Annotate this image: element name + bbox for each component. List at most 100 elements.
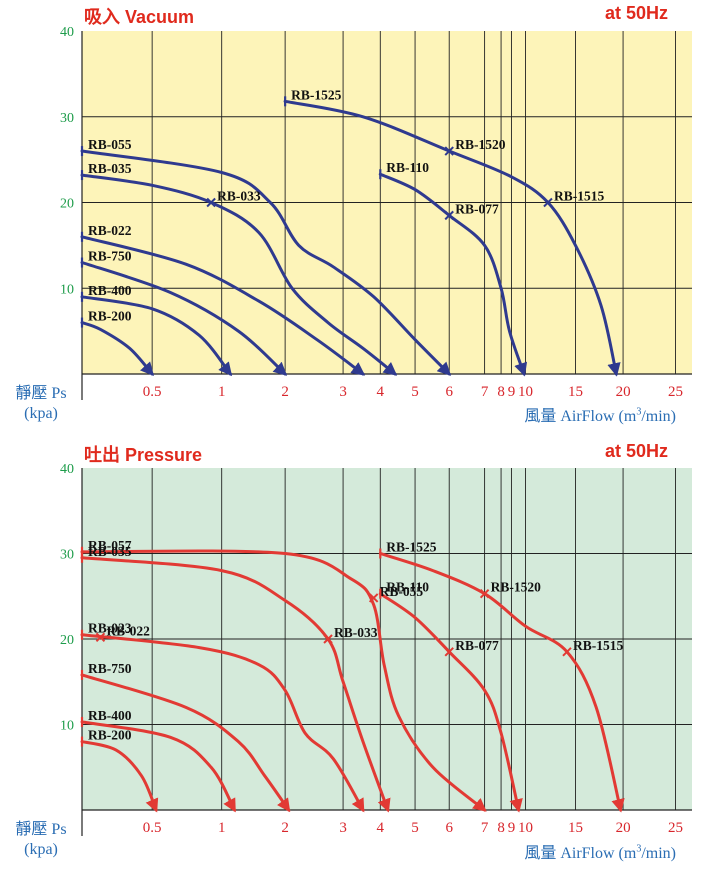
vacuum-y-tick-label: 20: [60, 197, 74, 212]
vacuum-model-label-rb-022: RB-022: [88, 223, 132, 238]
vacuum-x-tick-label: 15: [568, 384, 583, 400]
pressure-model-label-rb-077: RB-077: [455, 638, 499, 653]
pressure-y-axis-label-line2: (kpa): [24, 841, 58, 858]
pressure-curve-rb-400: [80, 720, 236, 813]
pressure-x-tick-label: 8: [497, 820, 505, 836]
pressure-x-tick-label: 15: [568, 820, 583, 836]
pressure-model-label-rb-035: RB-035: [88, 544, 132, 559]
pressure-model-label-rb-200: RB-200: [88, 728, 132, 743]
vacuum-x-axis-label-main: 風量 AirFlow (m: [524, 408, 637, 425]
pressure-curve-rb-110: [378, 592, 523, 813]
pressure-x-tick-label: 5: [411, 820, 419, 836]
vacuum-marker-rb-077: [444, 210, 454, 221]
vacuum-x-tick-label: 8: [497, 384, 505, 400]
vacuum-curve-rb-1525: [283, 99, 621, 377]
pressure-chart-frequency: at 50Hz: [604, 441, 668, 461]
vacuum-chart-panel: 吸入 Vacuum at 50Hz 40 30 20 10 0.5 1 2 3 4 5 6 7 8 9 10…: [4, 3, 692, 426]
vacuum-marker-rb-1520: [444, 146, 454, 156]
pressure-model-label-rb-750: RB-750: [88, 661, 132, 676]
vacuum-curve-rb-110: [378, 172, 528, 377]
pressure-y-axis-label-line1: 靜壓 Ps: [15, 821, 67, 838]
pressure-model-label-rb-023: RB-023: [88, 621, 132, 636]
vacuum-x-tick-label: 5: [411, 384, 419, 400]
vacuum-y-tick-label: 40: [60, 25, 74, 40]
vacuum-x-tick-label: 4: [377, 384, 385, 400]
pressure-y-axis-label: 靜壓 Ps (kpa): [4, 820, 78, 860]
vacuum-curve-rb-033: [80, 173, 398, 376]
pressure-y-tick-label: 20: [60, 633, 74, 648]
vacuum-x-tick-label: 6: [445, 384, 453, 400]
vacuum-model-label-rb-1520: RB-1520: [455, 137, 505, 152]
pressure-curve-rb-750: [80, 673, 291, 813]
pressure-x-tick-label: 2: [281, 820, 289, 836]
vacuum-y-tick-label: 30: [60, 111, 74, 126]
vacuum-chart-frequency: at 50Hz: [604, 3, 668, 23]
vacuum-x-axis-label-unit: /min): [641, 408, 676, 425]
vacuum-x-tick-label: 2: [281, 384, 289, 400]
pressure-curve-rb-055: [80, 549, 487, 812]
pressure-curve-rb-022: [80, 633, 365, 813]
vacuum-y-tick-label: 10: [60, 282, 74, 297]
vacuum-model-label-rb-055: RB-055: [88, 137, 132, 152]
vacuum-marker-rb-033: [206, 197, 216, 208]
vacuum-x-tick-label: 0.5: [143, 384, 162, 400]
pressure-x-tick-label: 3: [339, 820, 347, 836]
vacuum-model-label-rb-1515: RB-1515: [554, 189, 604, 204]
vacuum-chart-title: 吸入 Vacuum: [84, 7, 195, 27]
pressure-model-label-rb-110: RB-110: [386, 580, 429, 595]
pressure-x-tick-label: 1: [218, 820, 226, 836]
pressure-curve-rb-033: [80, 556, 391, 813]
pressure-x-tick-label: 0.5: [143, 820, 162, 836]
pressure-chart-title: 吐出 Pressure: [84, 445, 203, 465]
vacuum-y-axis-label: 靜壓 Ps (kpa): [4, 384, 78, 424]
pressure-x-tick-label: 9: [508, 820, 516, 836]
vacuum-curve-rb-055: [80, 149, 452, 376]
pressure-x-tick-label: 20: [616, 820, 631, 836]
pressure-x-axis-label-unit: /min): [641, 845, 676, 862]
vacuum-x-axis-label: 風量 AirFlow (m3/min): [524, 402, 676, 426]
pressure-model-label-rb-1525: RB-1525: [386, 540, 436, 555]
pressure-x-tick-label: 4: [377, 820, 385, 836]
pressure-curve-rb-1525: [378, 552, 625, 813]
pressure-x-tick-label: 10: [518, 820, 533, 836]
vacuum-x-tick-label: 7: [481, 384, 489, 400]
vacuum-model-label-rb-035: RB-035: [88, 161, 132, 176]
vacuum-curve-rb-400: [80, 295, 233, 377]
vacuum-model-label-rb-033: RB-033: [217, 189, 261, 204]
vacuum-marker-rb-1515: [543, 197, 553, 208]
pressure-model-label-rb-033: RB-033: [334, 625, 378, 640]
vacuum-curve-rb-750: [80, 261, 288, 376]
pressure-model-label-rb-1520: RB-1520: [491, 580, 541, 595]
vacuum-x-tick-label: 10: [518, 384, 533, 400]
pressure-x-tick-label: 25: [668, 820, 683, 836]
vacuum-x-tick-label: 3: [339, 384, 347, 400]
pressure-marker-rb-055: [368, 593, 379, 603]
vacuum-model-label-rb-750: RB-750: [88, 249, 132, 264]
pressure-marker-rb-077: [444, 647, 454, 657]
vacuum-model-label-rb-110: RB-110: [386, 160, 429, 175]
pressure-y-tick-label: 30: [60, 548, 74, 563]
pressure-model-label-rb-400: RB-400: [88, 708, 132, 723]
pressure-marker-rb-1520: [479, 588, 490, 599]
pressure-marker-rb-022: [95, 632, 106, 642]
pressure-model-label-rb-1515: RB-1515: [573, 638, 623, 653]
pressure-x-tick-label: 6: [445, 820, 453, 836]
vacuum-x-tick-label: 1: [218, 384, 226, 400]
pressure-curve-rb-200: [80, 740, 159, 813]
vacuum-curve-rb-200: [80, 321, 154, 377]
vacuum-x-tick-label: 20: [616, 384, 631, 400]
vacuum-x-tick-label: 9: [508, 384, 516, 400]
pressure-x-axis-label-main: 風量 AirFlow (m: [524, 845, 637, 862]
vacuum-curve-rb-022: [80, 235, 366, 376]
vacuum-x-tick-label: 25: [668, 384, 683, 400]
vacuum-x-axis-label-sup: 3: [636, 406, 642, 418]
pressure-model-label-rb-022: RB-022: [106, 623, 150, 638]
vacuum-model-label-rb-400: RB-400: [88, 283, 132, 298]
vacuum-model-label-rb-077: RB-077: [455, 201, 499, 216]
vacuum-model-label-rb-200: RB-200: [88, 309, 132, 324]
vacuum-model-label-rb-1525: RB-1525: [291, 87, 341, 102]
pressure-marker-rb-033: [323, 634, 333, 644]
pressure-marker-rb-1515: [562, 647, 572, 657]
